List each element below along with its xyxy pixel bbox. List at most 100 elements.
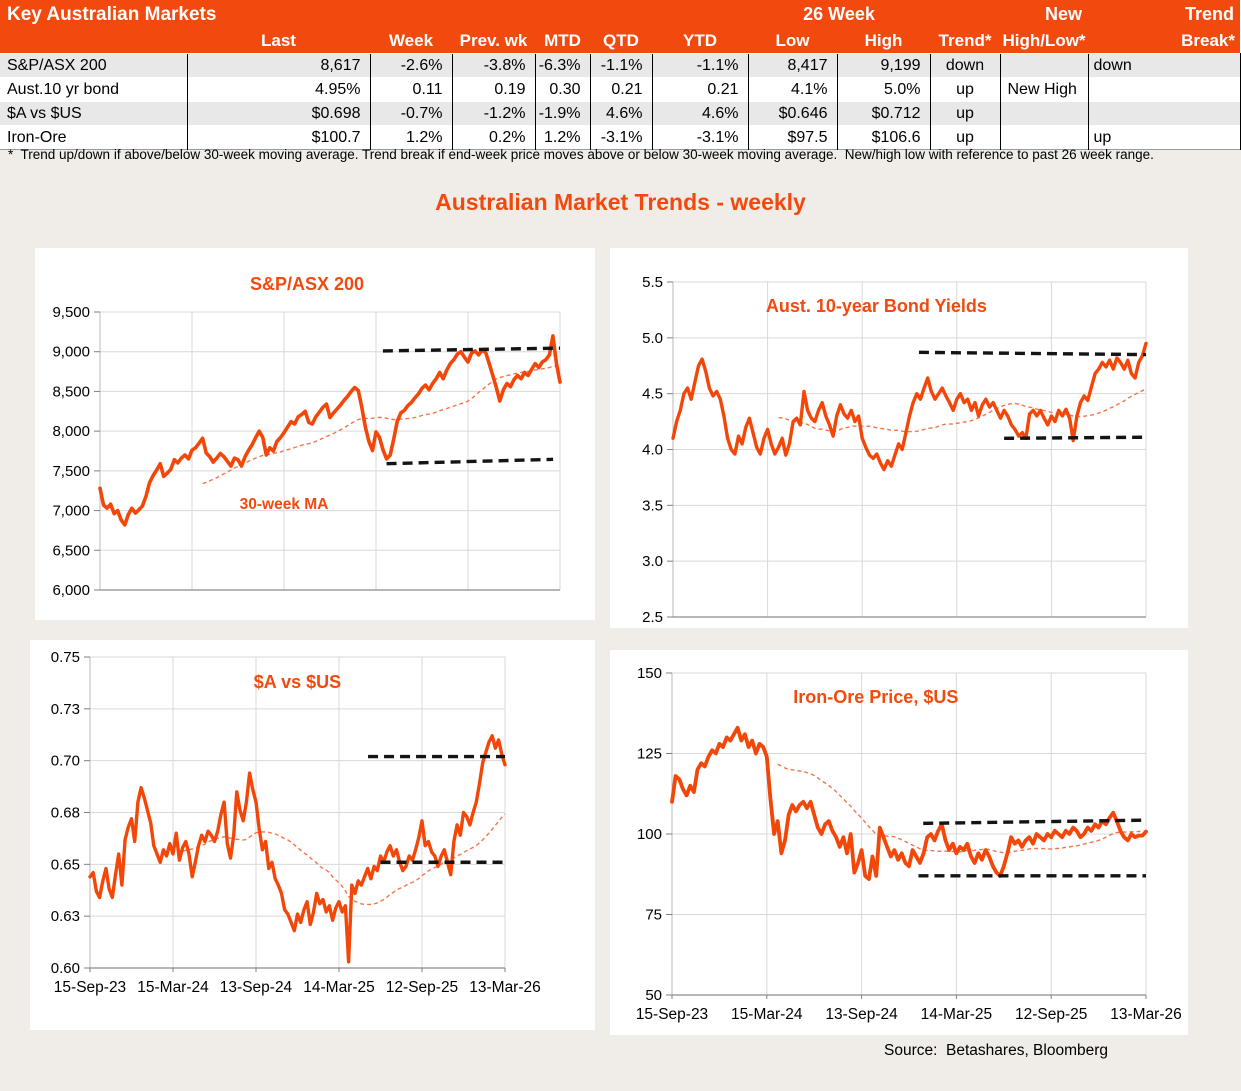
y-tick-label: 5.5 [642,274,663,291]
col-header-last: Last [187,29,370,54]
table-footnote: * Trend up/down if above/below 30-week m… [8,147,1154,162]
y-tick-label: 125 [637,746,662,763]
table-row: Aust.10 yr bond 4.95% 0.11 0.19 0.30 0.21 0.21… [0,77,1241,102]
moving-average-line [182,813,506,906]
x-tick-label: 12-Sep-25 [1015,1006,1087,1023]
y-tick-label: 6,000 [52,582,90,599]
col-header-prev-wk: Prev. wk [452,29,535,54]
x-tick-label: 13-Mar-26 [1110,1006,1182,1023]
trend-dashed-line [382,346,561,353]
col-header-trend: Trend* [930,29,1000,54]
qtd-change: -3.1% [589,125,652,150]
trend-status: up [929,125,1000,150]
trend-dashed-line [923,818,1147,826]
last-value: 4.95% [186,77,370,102]
col-header-qtd: QTD [590,29,652,54]
y-tick-label: 0.68 [51,805,80,822]
chart-title: Iron-Ore Price, $US [793,687,958,707]
low-26wk: 8,417 [747,53,837,78]
trend-dashed-line [918,350,1147,357]
y-tick-label: 5.0 [642,330,663,347]
chart-panel-iron-ore: 50 75 100 125 150 15-Sep-23 15-Mar-24 13-Sep-24… [610,650,1188,1035]
chart-title: Aust. 10-year Bond Yields [766,296,987,316]
prev-week-change: -3.8% [451,53,535,78]
x-tick-label: 14-Mar-25 [303,979,375,996]
high-26wk: $0.712 [836,101,930,126]
y-tick-label: 8,500 [52,383,90,400]
key-markets-table-wrap: Key Australian Markets 26 Week New Trend… [0,0,1241,150]
trend-break-flag [1087,77,1241,102]
chart-title: S&P/ASX 200 [250,274,364,294]
instrument-name: Aust.10 yr bond [0,77,187,102]
mtd-change: -1.9% [534,101,590,126]
instrument-name: $A vs $US [0,101,187,126]
price-line [671,341,1148,472]
high-26wk: 5.0% [836,77,930,102]
col-header-low: Low [748,29,837,54]
y-tick-label: 0.60 [51,960,80,977]
new-high-low-flag [999,53,1088,78]
x-tick-label: 12-Sep-25 [386,979,458,996]
prev-week-change: 0.19 [451,77,535,102]
moving-average-line [202,365,561,485]
source-attribution: Source: Betashares, Bloomberg [884,1042,1109,1059]
trend-break-flag: down [1087,53,1241,78]
new-high-low-flag: New High [999,77,1088,102]
col-header-mtd: MTD [535,29,590,54]
key-markets-table: Key Australian Markets 26 Week New Trend… [0,0,1241,150]
new-high-low-flag [999,101,1088,126]
col-header-high-low: High/Low* [1000,29,1088,54]
y-tick-label: 0.65 [51,856,80,873]
group-header-new: New [1000,0,1088,29]
ytd-change: -1.1% [651,53,748,78]
x-tick-label: 15-Sep-23 [636,1006,708,1023]
moving-average-line [777,763,1147,854]
ma-annotation-label: 30-week MA [240,496,329,513]
x-tick-label: 13-Sep-24 [825,1006,898,1023]
chart-panel-asx200: 6,000 6,500 7,000 7,500 8,000 8,500 9,000 9,500… [35,248,595,620]
mtd-change: 1.2% [534,125,590,150]
qtd-change: -1.1% [589,53,652,78]
chart-asx-svg: 6,000 6,500 7,000 7,500 8,000 8,500 9,000 9,500… [52,274,562,599]
y-tick-label: 0.63 [51,908,80,925]
chart-iron-svg: 50 75 100 125 150 15-Sep-23 15-Mar-24 13-Sep-24… [636,665,1182,1023]
y-tick-label: 2.5 [642,609,663,626]
y-tick-label: 4.5 [642,386,663,403]
table-title: Key Australian Markets [0,0,748,29]
ytd-change: -3.1% [651,125,748,150]
table-row: $A vs $US $0.698 -0.7% -1.2% -1.9% 4.6% 4.6% $0… [0,101,1241,126]
trend-dashed-line [1004,435,1147,441]
prev-week-change: -1.2% [451,101,535,126]
col-header-break: Break* [1088,29,1240,54]
group-header-trend: Trend [1088,0,1240,29]
y-tick-label: 3.0 [642,553,663,570]
trend-dashed-line [386,457,554,466]
last-value: $0.698 [186,101,370,126]
mtd-change: 0.30 [534,77,590,102]
high-26wk: $106.6 [836,125,930,150]
table-column-header-row: Last Week Prev. wk MTD QTD YTD Low High … [0,29,1240,54]
chart-aud-svg: 0.60 0.63 0.65 0.68 0.70 0.73 0.75 15-Sep-23 15-… [51,649,541,996]
high-26wk: 9,199 [836,53,930,78]
y-tick-label: 9,500 [52,304,90,321]
table-row: S&P/ASX 200 8,617 -2.6% -3.8% -6.3% -1.1% -1.1… [0,53,1241,78]
col-header-ytd: YTD [652,29,748,54]
y-tick-label: 0.73 [51,701,80,718]
col-header-week: Week [370,29,452,54]
instrument-name: S&P/ASX 200 [0,53,187,78]
trend-status: up [929,101,1000,126]
chart-title: $A vs $US [254,672,341,692]
low-26wk: $0.646 [747,101,837,126]
ytd-change: 0.21 [651,77,748,102]
chart-panel-aud-usd: 0.60 0.63 0.65 0.68 0.70 0.73 0.75 15-Sep-23 15-… [30,640,595,1030]
mtd-change: -6.3% [534,53,590,78]
qtd-change: 4.6% [589,101,652,126]
low-26wk: 4.1% [747,77,837,102]
y-tick-label: 0.70 [51,753,80,770]
week-change: 0.11 [369,77,452,102]
x-tick-label: 13-Mar-26 [469,979,541,996]
x-tick-label: 15-Mar-24 [137,979,209,996]
group-header-26-week: 26 Week [748,0,930,29]
prev-week-change: 0.2% [451,125,535,150]
group-header-spacer [930,0,1000,29]
